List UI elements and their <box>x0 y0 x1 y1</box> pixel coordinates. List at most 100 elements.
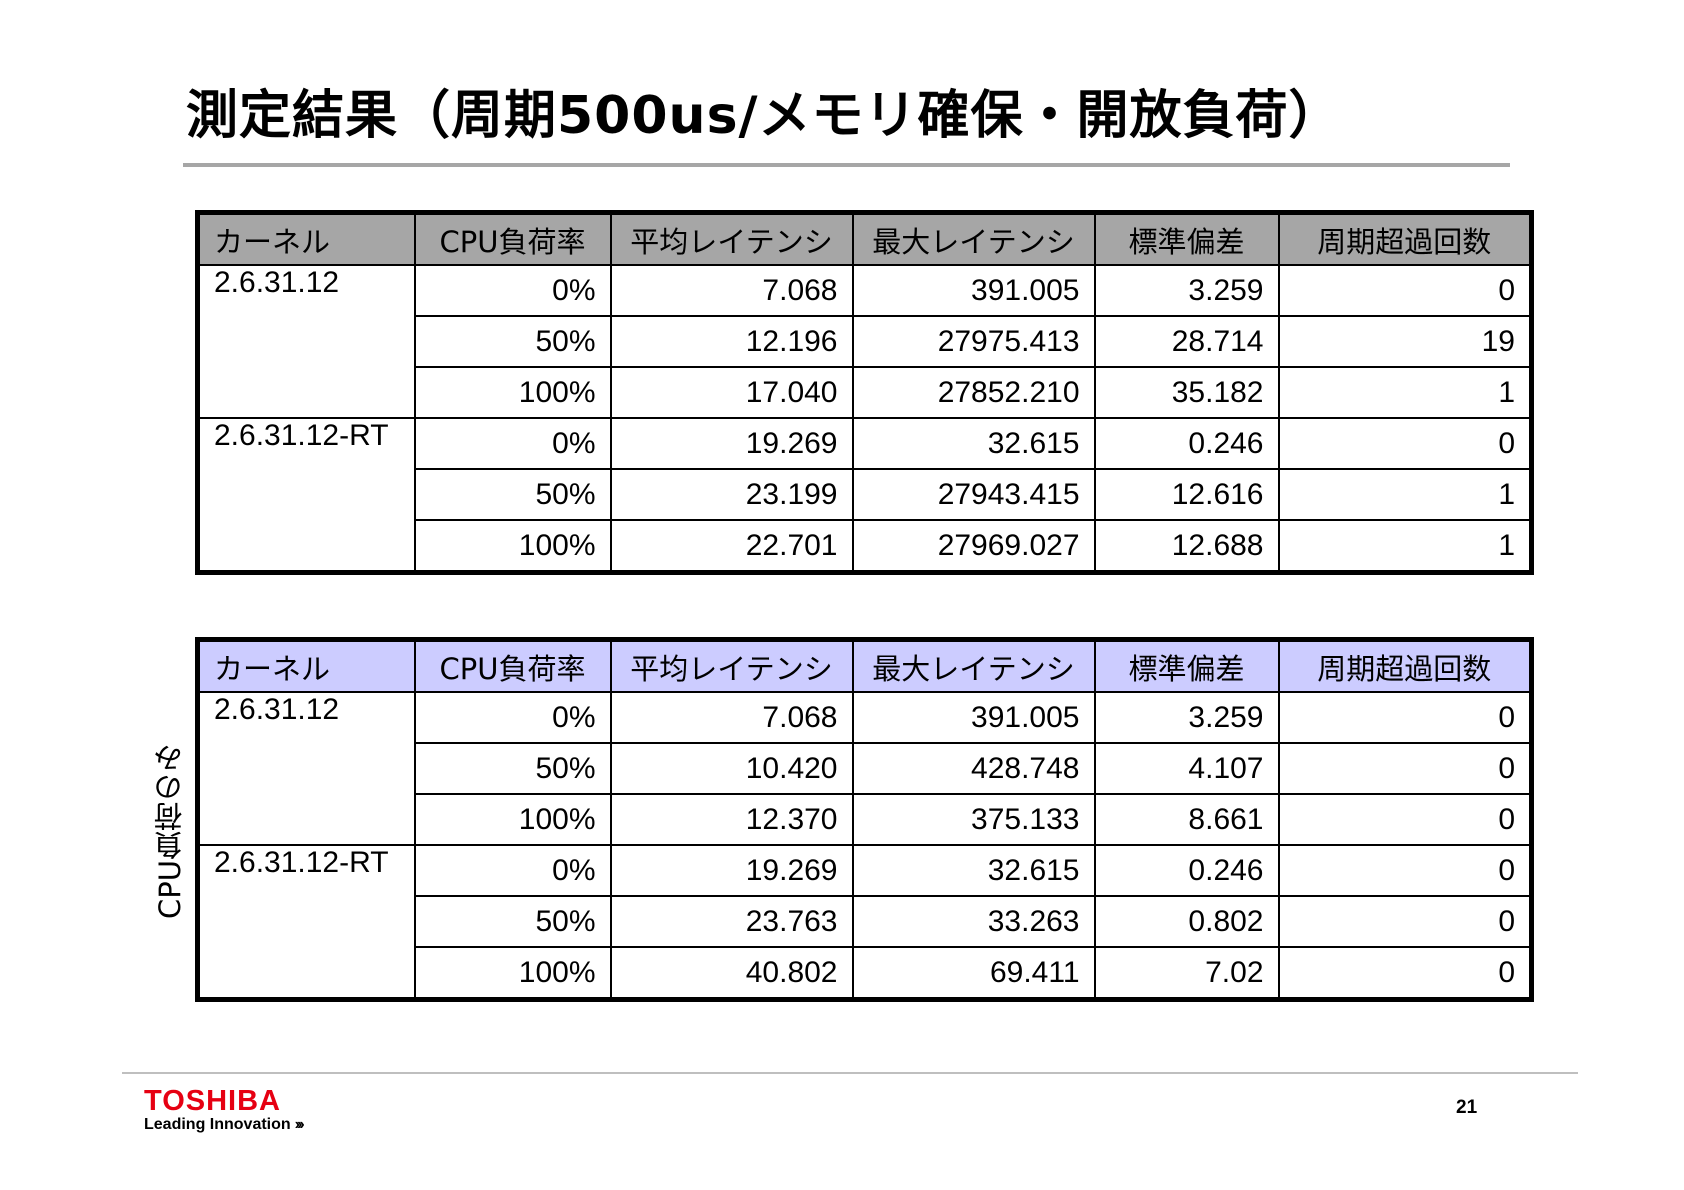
header-avg-latency: 平均レイテンシ <box>609 638 854 693</box>
table-row: 100% 17.040 27852.210 35.182 1 <box>198 366 1533 419</box>
overrun-count-cell: 1 <box>1277 468 1533 521</box>
cpu-load-cell: 100% <box>413 519 612 574</box>
chevrons-icon: ››› <box>294 1116 305 1133</box>
std-dev-cell: 4.107 <box>1093 742 1280 795</box>
table-row: 50% 23.199 27943.415 12.616 1 <box>198 468 1533 521</box>
table-row: 2.6.31.12-RT 0% 19.269 32.615 0.246 0 <box>196 844 1533 1001</box>
overrun-count-cell: 1 <box>1277 366 1533 419</box>
cpu-load-cell: 100% <box>413 366 612 419</box>
table-row: 2.6.31.12 0% 7.068 391.005 3.259 0 <box>196 691 1533 846</box>
avg-latency-cell: 19.269 <box>609 844 854 897</box>
cpu-load-cell: 0% <box>413 844 612 897</box>
std-dev-cell: 8.661 <box>1093 793 1280 846</box>
max-latency-cell: 428.748 <box>851 742 1096 795</box>
table-row: 2.6.31.12 0% 7.068 391.005 3.259 0 <box>196 264 1533 419</box>
table-row: 100% 12.370 375.133 8.661 0 <box>198 793 1533 846</box>
overrun-count-cell: 0 <box>1277 691 1533 744</box>
header-std-dev: 標準偏差 <box>1093 638 1280 693</box>
header-overrun-count: 周期超過回数 <box>1277 638 1533 693</box>
table-row: 2.6.31.12-RT 0% 19.269 32.615 0.246 0 <box>196 417 1533 574</box>
title-underline <box>183 163 1510 167</box>
table-header-row: カーネル CPU負荷率 平均レイテンシ 最大レイテンシ 標準偏差 周期超過回数 <box>196 211 1533 266</box>
cpu-load-cell: 50% <box>413 895 612 948</box>
cpu-load-cell: 50% <box>413 468 612 521</box>
overrun-count-cell: 0 <box>1277 264 1533 317</box>
avg-latency-cell: 17.040 <box>609 366 854 419</box>
avg-latency-cell: 40.802 <box>609 946 854 1001</box>
std-dev-cell: 12.616 <box>1093 468 1280 521</box>
avg-latency-cell: 12.196 <box>609 315 854 368</box>
avg-latency-cell: 7.068 <box>609 264 854 317</box>
toshiba-logo: TOSHIBA <box>144 1085 281 1117</box>
max-latency-cell: 391.005 <box>851 264 1096 317</box>
max-latency-cell: 391.005 <box>851 691 1096 744</box>
header-avg-latency: 平均レイテンシ <box>609 211 854 266</box>
std-dev-cell: 0.246 <box>1093 417 1280 470</box>
std-dev-cell: 0.246 <box>1093 844 1280 897</box>
avg-latency-cell: 23.763 <box>609 895 854 948</box>
avg-latency-cell: 23.199 <box>609 468 854 521</box>
logo-tagline: Leading Innovation ››› <box>144 1116 305 1134</box>
tagline-text: Leading Innovation <box>144 1116 291 1133</box>
std-dev-cell: 7.02 <box>1093 946 1280 1001</box>
header-cpu-load: CPU負荷率 <box>413 638 612 693</box>
std-dev-cell: 28.714 <box>1093 315 1280 368</box>
overrun-count-cell: 0 <box>1277 417 1533 470</box>
max-latency-cell: 27852.210 <box>851 366 1096 419</box>
avg-latency-cell: 10.420 <box>609 742 854 795</box>
cpu-load-only-label: CPU負荷のみ <box>153 744 187 920</box>
avg-latency-cell: 7.068 <box>609 691 854 744</box>
max-latency-cell: 69.411 <box>851 946 1096 1001</box>
kernel-cell: 2.6.31.12-RT <box>196 417 416 574</box>
avg-latency-cell: 12.370 <box>609 793 854 846</box>
max-latency-cell: 27943.415 <box>851 468 1096 521</box>
overrun-count-cell: 0 <box>1277 742 1533 795</box>
footer-divider <box>122 1072 1578 1074</box>
std-dev-cell: 3.259 <box>1093 264 1280 317</box>
max-latency-cell: 32.615 <box>851 417 1096 470</box>
results-table-memory-load: カーネル CPU負荷率 平均レイテンシ 最大レイテンシ 標準偏差 周期超過回数 … <box>195 210 1534 575</box>
std-dev-cell: 12.688 <box>1093 519 1280 574</box>
cpu-load-cell: 100% <box>413 793 612 846</box>
max-latency-cell: 375.133 <box>851 793 1096 846</box>
overrun-count-cell: 0 <box>1277 895 1533 948</box>
cpu-load-cell: 100% <box>413 946 612 1001</box>
overrun-count-cell: 0 <box>1277 844 1533 897</box>
results-table-cpu-load-only: カーネル CPU負荷率 平均レイテンシ 最大レイテンシ 標準偏差 周期超過回数 … <box>195 637 1534 1002</box>
table-header-row: カーネル CPU負荷率 平均レイテンシ 最大レイテンシ 標準偏差 周期超過回数 <box>196 638 1533 693</box>
std-dev-cell: 0.802 <box>1093 895 1280 948</box>
page-number: 21 <box>1456 1097 1478 1118</box>
overrun-count-cell: 0 <box>1277 946 1533 1001</box>
table-row: 100% 40.802 69.411 7.02 0 <box>198 946 1533 1001</box>
std-dev-cell: 35.182 <box>1093 366 1280 419</box>
cpu-load-cell: 0% <box>413 417 612 470</box>
max-latency-cell: 27975.413 <box>851 315 1096 368</box>
overrun-count-cell: 19 <box>1277 315 1533 368</box>
kernel-cell: 2.6.31.12 <box>196 264 416 419</box>
table-row: 50% 23.763 33.263 0.802 0 <box>198 895 1533 948</box>
header-max-latency: 最大レイテンシ <box>851 638 1096 693</box>
avg-latency-cell: 22.701 <box>609 519 854 574</box>
cpu-load-cell: 0% <box>413 691 612 744</box>
header-std-dev: 標準偏差 <box>1093 211 1280 266</box>
header-max-latency: 最大レイテンシ <box>851 211 1096 266</box>
max-latency-cell: 33.263 <box>851 895 1096 948</box>
cpu-load-cell: 50% <box>413 742 612 795</box>
std-dev-cell: 3.259 <box>1093 691 1280 744</box>
cpu-load-cell: 50% <box>413 315 612 368</box>
max-latency-cell: 27969.027 <box>851 519 1096 574</box>
max-latency-cell: 32.615 <box>851 844 1096 897</box>
overrun-count-cell: 1 <box>1277 519 1533 574</box>
overrun-count-cell: 0 <box>1277 793 1533 846</box>
cpu-load-cell: 0% <box>413 264 612 317</box>
slide-title: 測定結果（周期500us/メモリ確保・開放負荷） <box>186 86 1342 146</box>
kernel-cell: 2.6.31.12-RT <box>196 844 416 1001</box>
kernel-cell: 2.6.31.12 <box>196 691 416 846</box>
header-cpu-load: CPU負荷率 <box>413 211 612 266</box>
header-kernel: カーネル <box>196 211 416 266</box>
table-row: 50% 12.196 27975.413 28.714 19 <box>198 315 1533 368</box>
table-row: 100% 22.701 27969.027 12.688 1 <box>198 519 1533 574</box>
header-kernel: カーネル <box>196 638 416 693</box>
avg-latency-cell: 19.269 <box>609 417 854 470</box>
table-row: 50% 10.420 428.748 4.107 0 <box>198 742 1533 795</box>
